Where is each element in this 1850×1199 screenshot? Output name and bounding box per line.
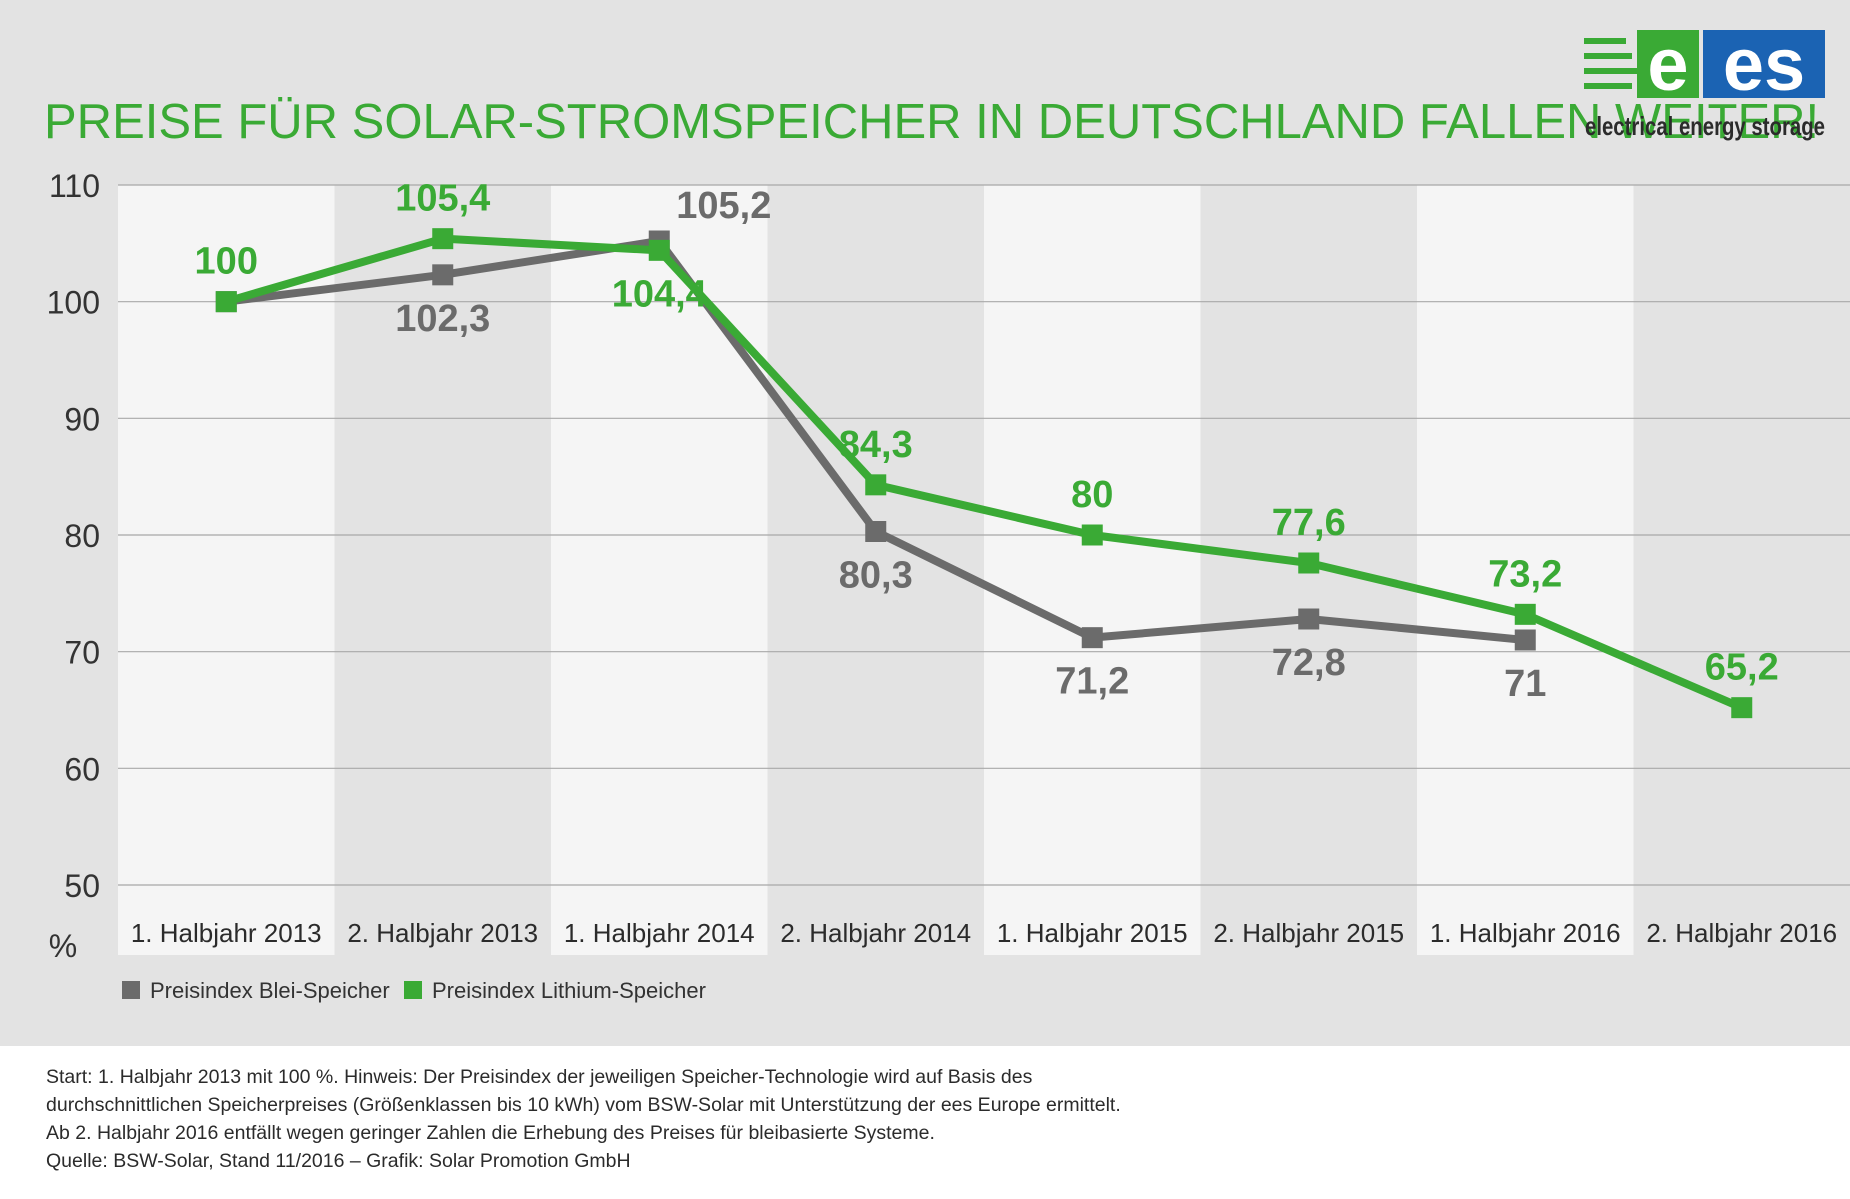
data-label: 72,8	[1272, 642, 1346, 684]
footnote-line: Ab 2. Halbjahr 2016 entfällt wegen gerin…	[46, 1122, 935, 1144]
logo-stripe	[1584, 53, 1632, 59]
footnote-line: Start: 1. Halbjahr 2013 mit 100 %. Hinwe…	[46, 1066, 1033, 1088]
data-label: 84,3	[839, 424, 913, 466]
data-label: 105,4	[395, 178, 490, 220]
data-label: 71,2	[1055, 661, 1129, 703]
logo-stripes	[1584, 38, 1638, 89]
data-point	[1514, 603, 1536, 625]
legend-label: Preisindex Lithium-Speicher	[432, 978, 706, 1003]
x-tick-label: 2. Halbjahr 2015	[1213, 918, 1404, 948]
data-point	[648, 239, 670, 261]
chart-title: PREISE FÜR SOLAR-STROMSPEICHER IN DEUTSC…	[44, 95, 1819, 149]
data-label: 80,3	[839, 555, 913, 597]
data-point	[865, 474, 887, 496]
x-axis-labels: 1. Halbjahr 2013 2. Halbjahr 2013 1. Halbj…	[131, 918, 1837, 948]
data-label: 71	[1504, 663, 1546, 705]
y-tick-label: 70	[64, 635, 100, 671]
series-line	[225, 234, 1744, 712]
y-axis-ticks: 110 100 90 80 70 60 50	[47, 168, 100, 904]
series-blei: 102,3 105,2 80,3 71,2 72,8 71	[215, 185, 1546, 705]
data-label: 104,4	[612, 273, 707, 315]
logo-es-box	[1703, 30, 1825, 98]
logo-stripe	[1584, 68, 1638, 74]
category-bands	[118, 185, 1850, 955]
data-label: 73,2	[1488, 553, 1562, 595]
ees-logo: e es electrical energy storage	[1584, 23, 1825, 141]
x-tick-label: 1. Halbjahr 2016	[1430, 918, 1621, 948]
data-label: 100	[195, 241, 258, 283]
data-point	[1731, 697, 1753, 719]
category-band	[118, 185, 335, 955]
data-point	[432, 228, 454, 250]
x-tick-label: 2. Halbjahr 2013	[347, 918, 538, 948]
y-tick-label: 110	[49, 168, 100, 204]
footnote: Start: 1. Halbjahr 2013 mit 100 %. Hinwe…	[46, 1063, 1826, 1175]
data-point	[1298, 608, 1320, 630]
category-band	[334, 185, 551, 955]
footnote-line: Quelle: BSW-Solar, Stand 11/2016 – Grafi…	[46, 1150, 631, 1172]
y-tick-label: 100	[47, 285, 100, 321]
series-lithium: 100 105,4 104,4 84,3 80 77,6 73,2 65,2	[195, 178, 1779, 719]
legend-label: Preisindex Blei-Speicher	[150, 978, 390, 1003]
category-band	[1417, 185, 1634, 955]
legend-swatch	[122, 981, 140, 999]
gridlines	[118, 184, 1850, 886]
logo-tagline: electrical energy storage	[1585, 111, 1825, 141]
logo-stripe	[1584, 38, 1626, 44]
chart: PREISE FÜR SOLAR-STROMSPEICHER IN DEUTSC…	[0, 0, 1850, 1046]
data-point	[1514, 629, 1536, 651]
y-tick-label: 80	[64, 518, 100, 554]
data-label: 102,3	[395, 298, 490, 340]
x-tick-label: 1. Halbjahr 2013	[131, 918, 322, 948]
x-tick-label: 2. Halbjahr 2016	[1646, 918, 1837, 948]
series-group: 102,3 105,2 80,3 71,2 72,8 71 100 105,4 104,4 84,…	[195, 178, 1779, 719]
y-axis-unit: %	[49, 928, 77, 964]
data-label: 105,2	[676, 185, 771, 227]
data-point	[215, 291, 237, 313]
data-point	[1081, 524, 1103, 546]
x-tick-label: 1. Halbjahr 2015	[997, 918, 1188, 948]
y-tick-label: 50	[64, 868, 100, 904]
logo-es-text: es	[1723, 23, 1805, 106]
logo-stripe	[1584, 83, 1632, 89]
footnote-line: durchschnittlichen Speicherpreises (Größ…	[46, 1094, 1121, 1116]
data-point	[432, 264, 454, 286]
y-tick-label: 60	[64, 751, 100, 787]
data-label: 77,6	[1272, 502, 1346, 544]
data-point	[865, 521, 887, 542]
data-label: 65,2	[1705, 647, 1779, 689]
data-point	[1298, 552, 1320, 574]
logo-e-box	[1637, 30, 1699, 98]
data-label: 80	[1071, 474, 1113, 516]
legend: Preisindex Blei-Speicher Preisindex Lithi…	[122, 978, 706, 1003]
logo-e-text: e	[1647, 23, 1688, 106]
y-tick-label: 90	[64, 401, 100, 437]
category-band	[551, 185, 768, 955]
data-point	[1081, 627, 1103, 649]
x-tick-label: 2. Halbjahr 2014	[780, 918, 971, 948]
legend-swatch	[404, 981, 422, 999]
category-band	[1633, 185, 1850, 955]
x-tick-label: 1. Halbjahr 2014	[564, 918, 755, 948]
category-band	[984, 185, 1201, 955]
